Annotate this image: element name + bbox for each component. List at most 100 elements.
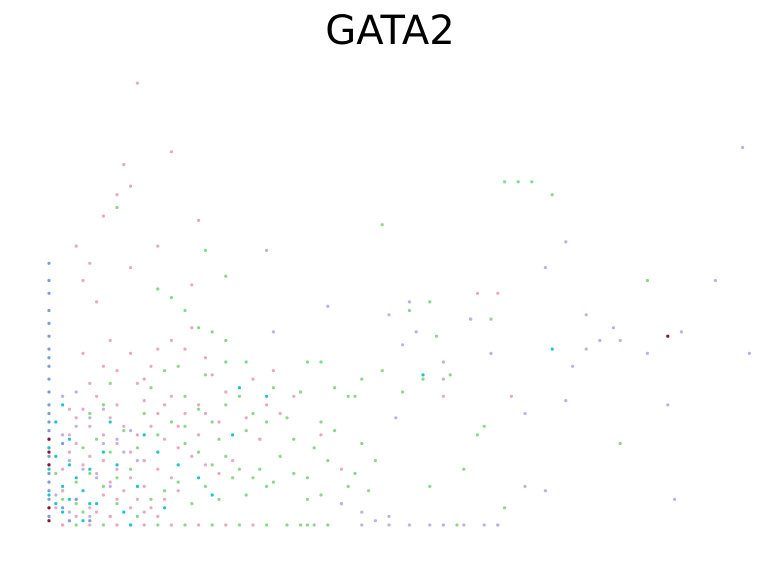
scatter-point: [156, 287, 160, 291]
scatter-point: [47, 437, 51, 441]
scatter-point: [67, 407, 71, 411]
scatter-point: [135, 514, 139, 519]
scatter-point: [156, 514, 160, 519]
scatter-point: [47, 454, 51, 458]
scatter-point: [346, 394, 350, 398]
scatter-point: [163, 489, 167, 493]
scatter-point: [618, 338, 622, 343]
scatter-point: [95, 394, 99, 398]
scatter-point: [210, 523, 214, 527]
scatter-point: [95, 471, 99, 476]
scatter-point: [224, 390, 228, 394]
scatter-point: [169, 523, 173, 527]
scatter-point: [135, 459, 139, 463]
scatter-point: [47, 450, 51, 454]
scatter-point: [81, 519, 85, 523]
scatter-point: [190, 502, 194, 506]
scatter-point: [197, 450, 201, 454]
scatter-point: [305, 523, 309, 527]
scatter-point: [108, 450, 112, 454]
scatter-point: [47, 480, 51, 484]
scatter-point: [115, 502, 119, 506]
scatter-point: [421, 373, 425, 377]
scatter-point: [509, 394, 513, 398]
scatter-point: [163, 403, 167, 407]
scatter-point: [54, 420, 58, 424]
scatter-point: [387, 313, 391, 317]
scatter-point: [74, 514, 78, 519]
scatter-point: [115, 441, 119, 446]
scatter-point: [231, 476, 235, 480]
scatter-point: [47, 377, 51, 381]
scatter-point: [197, 407, 201, 411]
scatter-point: [169, 296, 173, 300]
scatter-point: [61, 433, 65, 437]
scatter-point: [339, 502, 343, 506]
scatter-point: [74, 416, 78, 420]
scatter-point: [88, 261, 92, 265]
scatter-point: [747, 351, 752, 355]
scatter-point: [81, 467, 85, 471]
scatter-point: [203, 484, 207, 488]
scatter-point: [115, 523, 119, 527]
scatter-point: [618, 441, 622, 446]
scatter-point: [47, 278, 51, 283]
scatter-point: [47, 261, 51, 265]
scatter-point: [475, 291, 479, 295]
scatter-point: [380, 223, 384, 227]
scatter-point: [54, 502, 58, 506]
scatter-point: [523, 411, 527, 416]
scatter-point: [95, 476, 99, 480]
scatter-point: [101, 364, 105, 368]
scatter-point: [428, 484, 432, 488]
scatter-point: [333, 429, 337, 433]
scatter-point: [503, 180, 507, 184]
scatter-point: [203, 411, 207, 416]
scatter-point: [163, 369, 167, 373]
scatter-point: [251, 377, 255, 381]
scatter-point: [387, 523, 391, 527]
scatter-point: [713, 278, 718, 283]
scatter-point: [271, 369, 275, 373]
scatter-point: [47, 334, 51, 338]
scatter-point: [176, 489, 180, 493]
scatter-point: [251, 411, 255, 416]
scatter-point: [135, 81, 139, 85]
scatter-point: [115, 403, 119, 407]
scatter-point: [271, 386, 275, 390]
scatter-point: [101, 214, 105, 218]
scatter-point: [47, 390, 51, 394]
scatter-point: [163, 437, 167, 441]
scatter-point: [482, 424, 486, 428]
scatter-point: [95, 300, 99, 304]
scatter-point: [149, 386, 153, 390]
scatter-point: [462, 523, 466, 527]
scatter-point: [190, 326, 194, 330]
scatter-point: [122, 429, 126, 433]
scatter-point: [326, 304, 330, 308]
scatter-point: [47, 514, 51, 519]
scatter-point: [101, 433, 105, 437]
scatter-point: [47, 403, 51, 407]
scatter-point: [407, 300, 411, 304]
scatter-point: [122, 163, 126, 167]
scatter-point: [339, 467, 343, 471]
scatter-point: [47, 467, 51, 471]
scatter-point: [360, 377, 364, 381]
scatter-point: [61, 403, 65, 407]
scatter-point: [584, 313, 588, 317]
scatter-point: [251, 476, 255, 480]
scatter-point: [47, 364, 51, 368]
scatter-point: [278, 411, 282, 416]
scatter-point: [169, 150, 173, 154]
scatter-point: [115, 437, 119, 441]
scatter-point: [142, 399, 146, 403]
scatter-point: [673, 497, 677, 501]
scatter-point: [210, 463, 214, 467]
scatter-point: [183, 308, 187, 313]
scatter-point: [292, 437, 296, 441]
scatter-point: [299, 523, 303, 527]
scatter-point: [469, 317, 473, 321]
scatter-point: [149, 364, 153, 368]
scatter-point: [360, 523, 364, 527]
